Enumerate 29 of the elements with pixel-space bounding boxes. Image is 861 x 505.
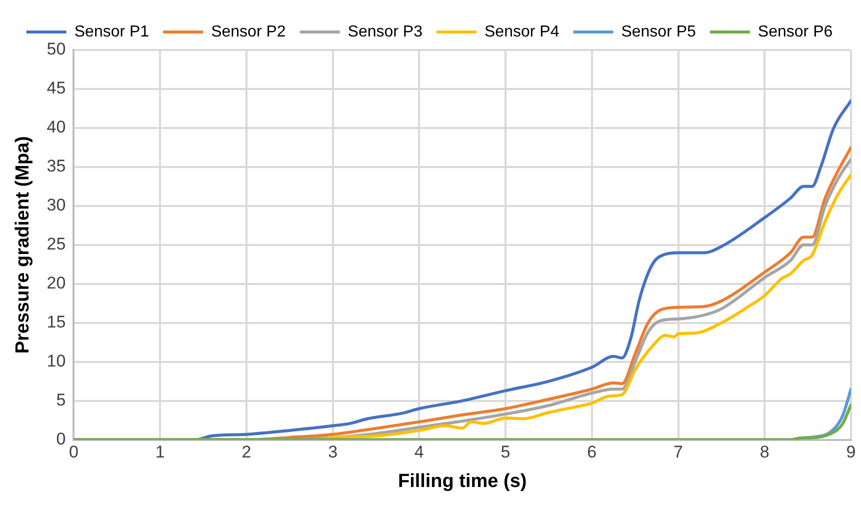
y-tick-label: 5 — [56, 390, 66, 410]
y-tick-label: 30 — [46, 196, 66, 215]
x-tick-label: 0 — [68, 442, 78, 462]
x-tick-label: 6 — [587, 442, 597, 462]
legend-label: Sensor P3 — [348, 23, 423, 40]
y-tick-label: 20 — [46, 274, 66, 293]
x-tick-label: 2 — [242, 442, 252, 462]
y-tick-label: 45 — [46, 78, 66, 98]
x-tick-label: 8 — [760, 442, 770, 462]
x-tick-label: 7 — [674, 442, 684, 462]
legend-label: Sensor P2 — [211, 23, 286, 40]
legend-label: Sensor P5 — [621, 23, 696, 40]
y-tick-label: 10 — [46, 352, 66, 371]
y-tick-label: 25 — [46, 234, 66, 254]
y-tick-label: 0 — [56, 429, 66, 448]
x-tick-label: 9 — [846, 442, 856, 462]
x-tick-label: 5 — [500, 442, 510, 462]
y-tick-label: 40 — [46, 118, 66, 137]
legend-label: Sensor P1 — [74, 23, 150, 40]
x-tick-label: 1 — [155, 442, 165, 462]
x-tick-label: 4 — [414, 442, 424, 462]
y-tick-label: 15 — [46, 312, 66, 332]
y-axis-title: Pressure gradient (Mpa) — [12, 136, 34, 354]
y-tick-label: 35 — [46, 156, 66, 176]
legend-label: Sensor P4 — [484, 23, 560, 40]
x-axis-title: Filling time (s) — [398, 470, 527, 492]
legend-label: Sensor P6 — [758, 23, 833, 40]
x-tick-label: 3 — [328, 442, 338, 462]
y-tick-label: 50 — [46, 40, 66, 59]
